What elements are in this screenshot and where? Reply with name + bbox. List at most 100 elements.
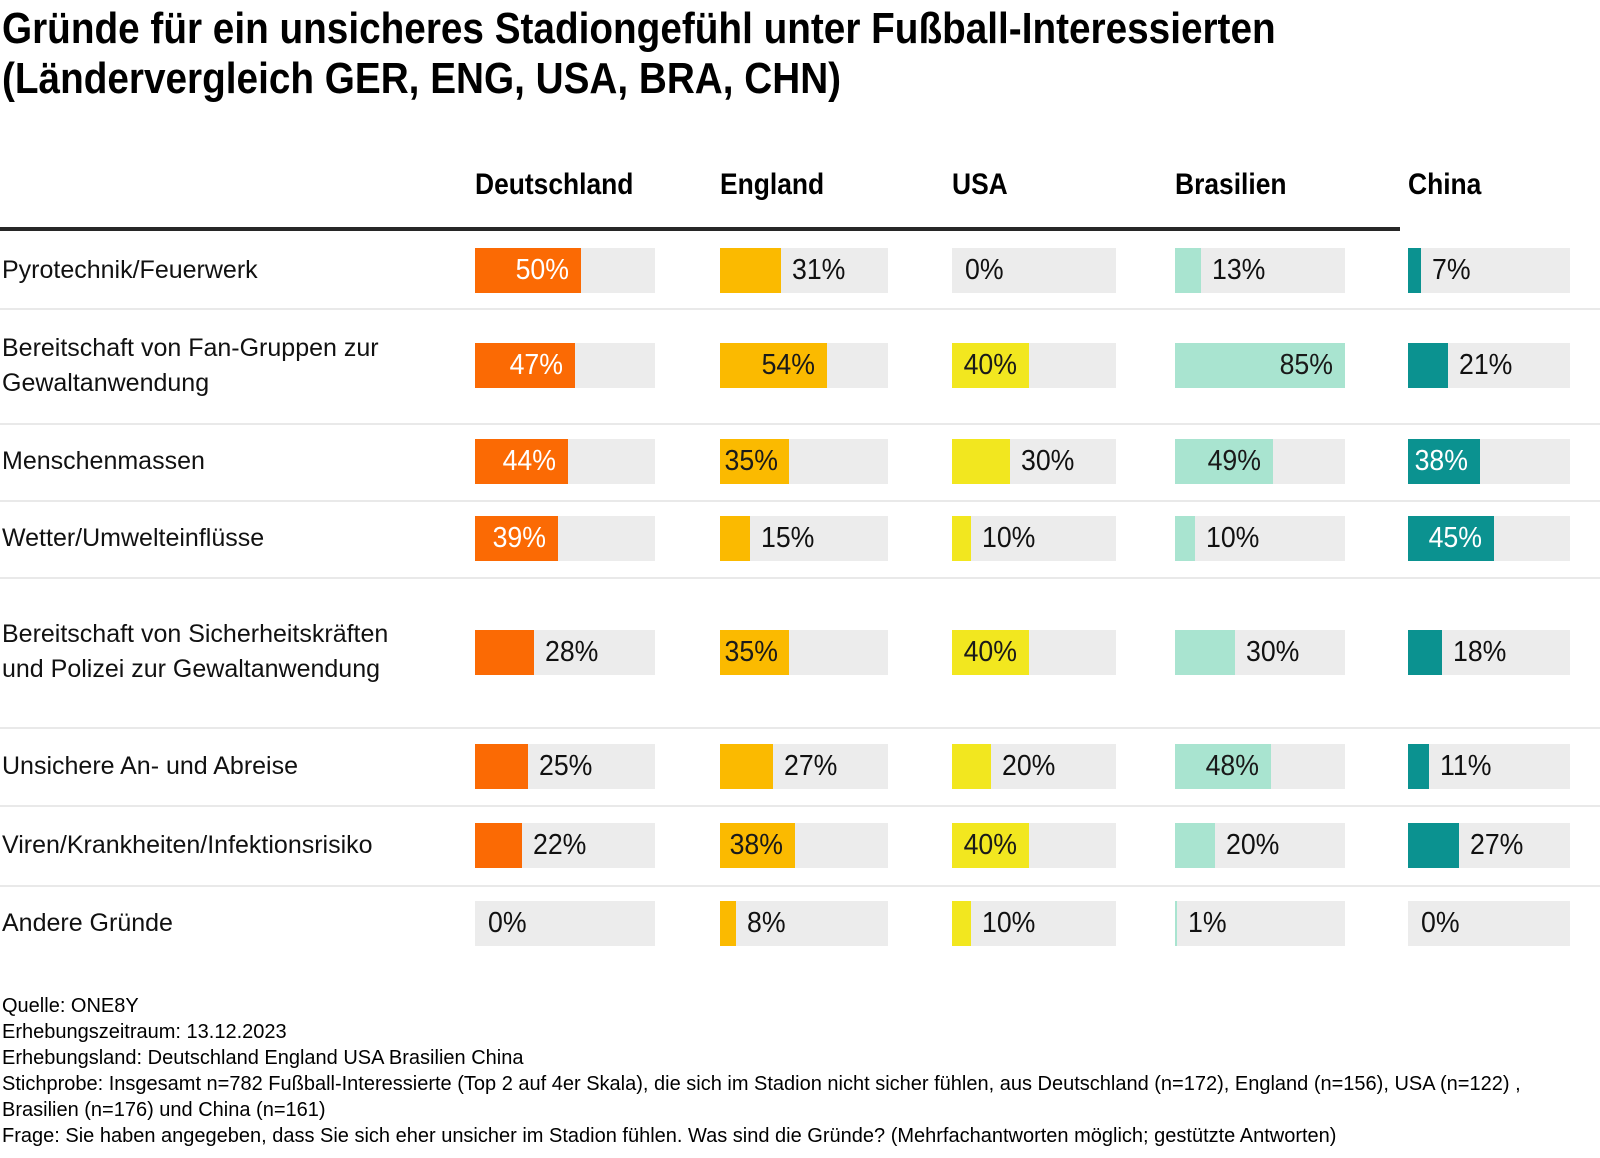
row-divider (0, 805, 1600, 807)
bar-england (720, 439, 789, 484)
bar-track: 15% (720, 516, 888, 561)
bar-value-label: 20% (1002, 749, 1056, 782)
column-header-england: England (720, 168, 825, 201)
bar-track: 22% (475, 822, 655, 868)
bar-deutschland (475, 516, 558, 561)
footnote-question: Frage: Sie haben angegeben, dass Sie sic… (2, 1125, 1337, 1147)
chart-title-line2: (Ländervergleich GER, ENG, USA, BRA, CHN… (2, 54, 842, 103)
bar-value-label: 50% (515, 253, 569, 286)
bar-value-label: 38% (729, 828, 783, 861)
bar-brasilien (1175, 743, 1271, 789)
footnote-countries: Erhebungsland: Deutschland England USA B… (2, 1047, 524, 1069)
bar-england (720, 247, 781, 293)
bar-value-label: 15% (761, 522, 815, 554)
bar-value-label: 0% (488, 907, 527, 939)
row-divider (0, 308, 1600, 310)
bar-england (720, 516, 750, 561)
row-divider (0, 577, 1600, 579)
row-label: Bereitschaft von Sicherheitskräften und … (2, 620, 389, 683)
bar-track: 0% (952, 247, 1116, 293)
column-header-deutschland: Deutschland (475, 168, 634, 201)
footnote-source: Quelle: ONE8Y (2, 995, 139, 1017)
bar-track: 21% (1408, 343, 1570, 388)
bar-deutschland (475, 247, 581, 293)
footnote-period: Erhebungszeitraum: 13.12.2023 (2, 1021, 287, 1043)
bar-track: 20% (1175, 822, 1345, 868)
bar-usa (952, 516, 971, 561)
bar-england (720, 343, 827, 388)
bar-china (1408, 822, 1459, 868)
row-divider (0, 500, 1600, 502)
header-divider (0, 227, 1400, 231)
bar-china (1408, 343, 1448, 388)
bar-deutschland (475, 822, 522, 868)
bar-value-label: 35% (724, 635, 778, 668)
bar-track: 40% (952, 343, 1116, 388)
bar-value-label: 49% (1207, 445, 1261, 477)
bar-value-label: 27% (1470, 828, 1524, 861)
bar-value-label: 44% (502, 445, 556, 477)
bar-track: 10% (952, 516, 1116, 561)
bar-track: 47% (475, 343, 655, 388)
bar-track: 1% (1175, 901, 1345, 946)
bar-value-label: 40% (963, 635, 1017, 668)
bar-usa (952, 343, 1029, 388)
bar-value-label: 21% (1459, 349, 1513, 381)
bar-track: 27% (1408, 822, 1570, 868)
bar-england (720, 901, 736, 946)
bar-china (1408, 629, 1442, 675)
bar-track: 28% (475, 629, 655, 675)
bar-track: 40% (952, 629, 1116, 675)
bar-value-label: 10% (982, 907, 1036, 939)
bar-value-label: 45% (1428, 522, 1482, 554)
bar-value-label: 27% (784, 749, 838, 782)
bar-brasilien (1175, 247, 1201, 293)
bar-china (1408, 439, 1480, 484)
column-header-brasilien: Brasilien (1175, 168, 1287, 201)
bar-value-label: 39% (492, 522, 546, 554)
bar-brasilien (1175, 629, 1235, 675)
bar-track: 40% (952, 822, 1116, 868)
bar-usa (952, 629, 1029, 675)
bar-value-label: 40% (963, 828, 1017, 861)
bar-track: 10% (1175, 516, 1345, 561)
bar-usa (952, 439, 1010, 484)
bar-deutschland (475, 743, 528, 789)
row-label: Unsichere An- und Abreise (2, 751, 299, 780)
column-header-china: China (1408, 168, 1482, 201)
row-label: Andere Gründe (2, 909, 173, 937)
bar-value-label: 18% (1453, 635, 1507, 668)
bar-value-label: 0% (1421, 907, 1460, 939)
bar-value-label: 10% (1206, 522, 1260, 554)
bar-track: 38% (720, 822, 888, 868)
bar-track: 8% (720, 901, 888, 946)
bar-track: 10% (952, 901, 1116, 946)
bar-value-label: 30% (1021, 445, 1075, 477)
bar-track: 38% (1408, 439, 1570, 484)
bar-england (720, 822, 795, 868)
bar-value-label: 38% (1414, 445, 1468, 477)
bar-track: 30% (952, 439, 1116, 484)
bar-track: 18% (1408, 629, 1570, 675)
bar-track: 11% (1408, 743, 1570, 789)
footnotes: Quelle: ONE8Y Erhebungszeitraum: 13.12.2… (2, 993, 1594, 1149)
bar-value-label: 48% (1205, 749, 1259, 782)
bar-value-label: 30% (1246, 635, 1300, 668)
bar-track: 49% (1175, 439, 1345, 484)
footnote-sample: Stichprobe: Insgesamt n=782 Fußball-Inte… (2, 1073, 1521, 1121)
bar-track: 54% (720, 343, 888, 388)
row-label: Viren/Krankheiten/Infektionsrisiko (2, 830, 373, 859)
row-label: Pyrotechnik/Feuerwerk (2, 255, 258, 284)
row-label: Wetter/Umwelteinflüsse (2, 524, 265, 552)
bar-track: 27% (720, 743, 888, 789)
bar-value-label: 25% (539, 749, 593, 782)
bar-value-label: 35% (724, 445, 778, 477)
bar-value-label: 11% (1440, 749, 1492, 782)
row-divider (0, 423, 1600, 425)
bar-usa (952, 743, 991, 789)
bar-value-label: 7% (1432, 253, 1471, 286)
bar-value-label: 40% (963, 349, 1017, 381)
bar-china (1408, 247, 1421, 293)
bar-brasilien (1175, 822, 1215, 868)
